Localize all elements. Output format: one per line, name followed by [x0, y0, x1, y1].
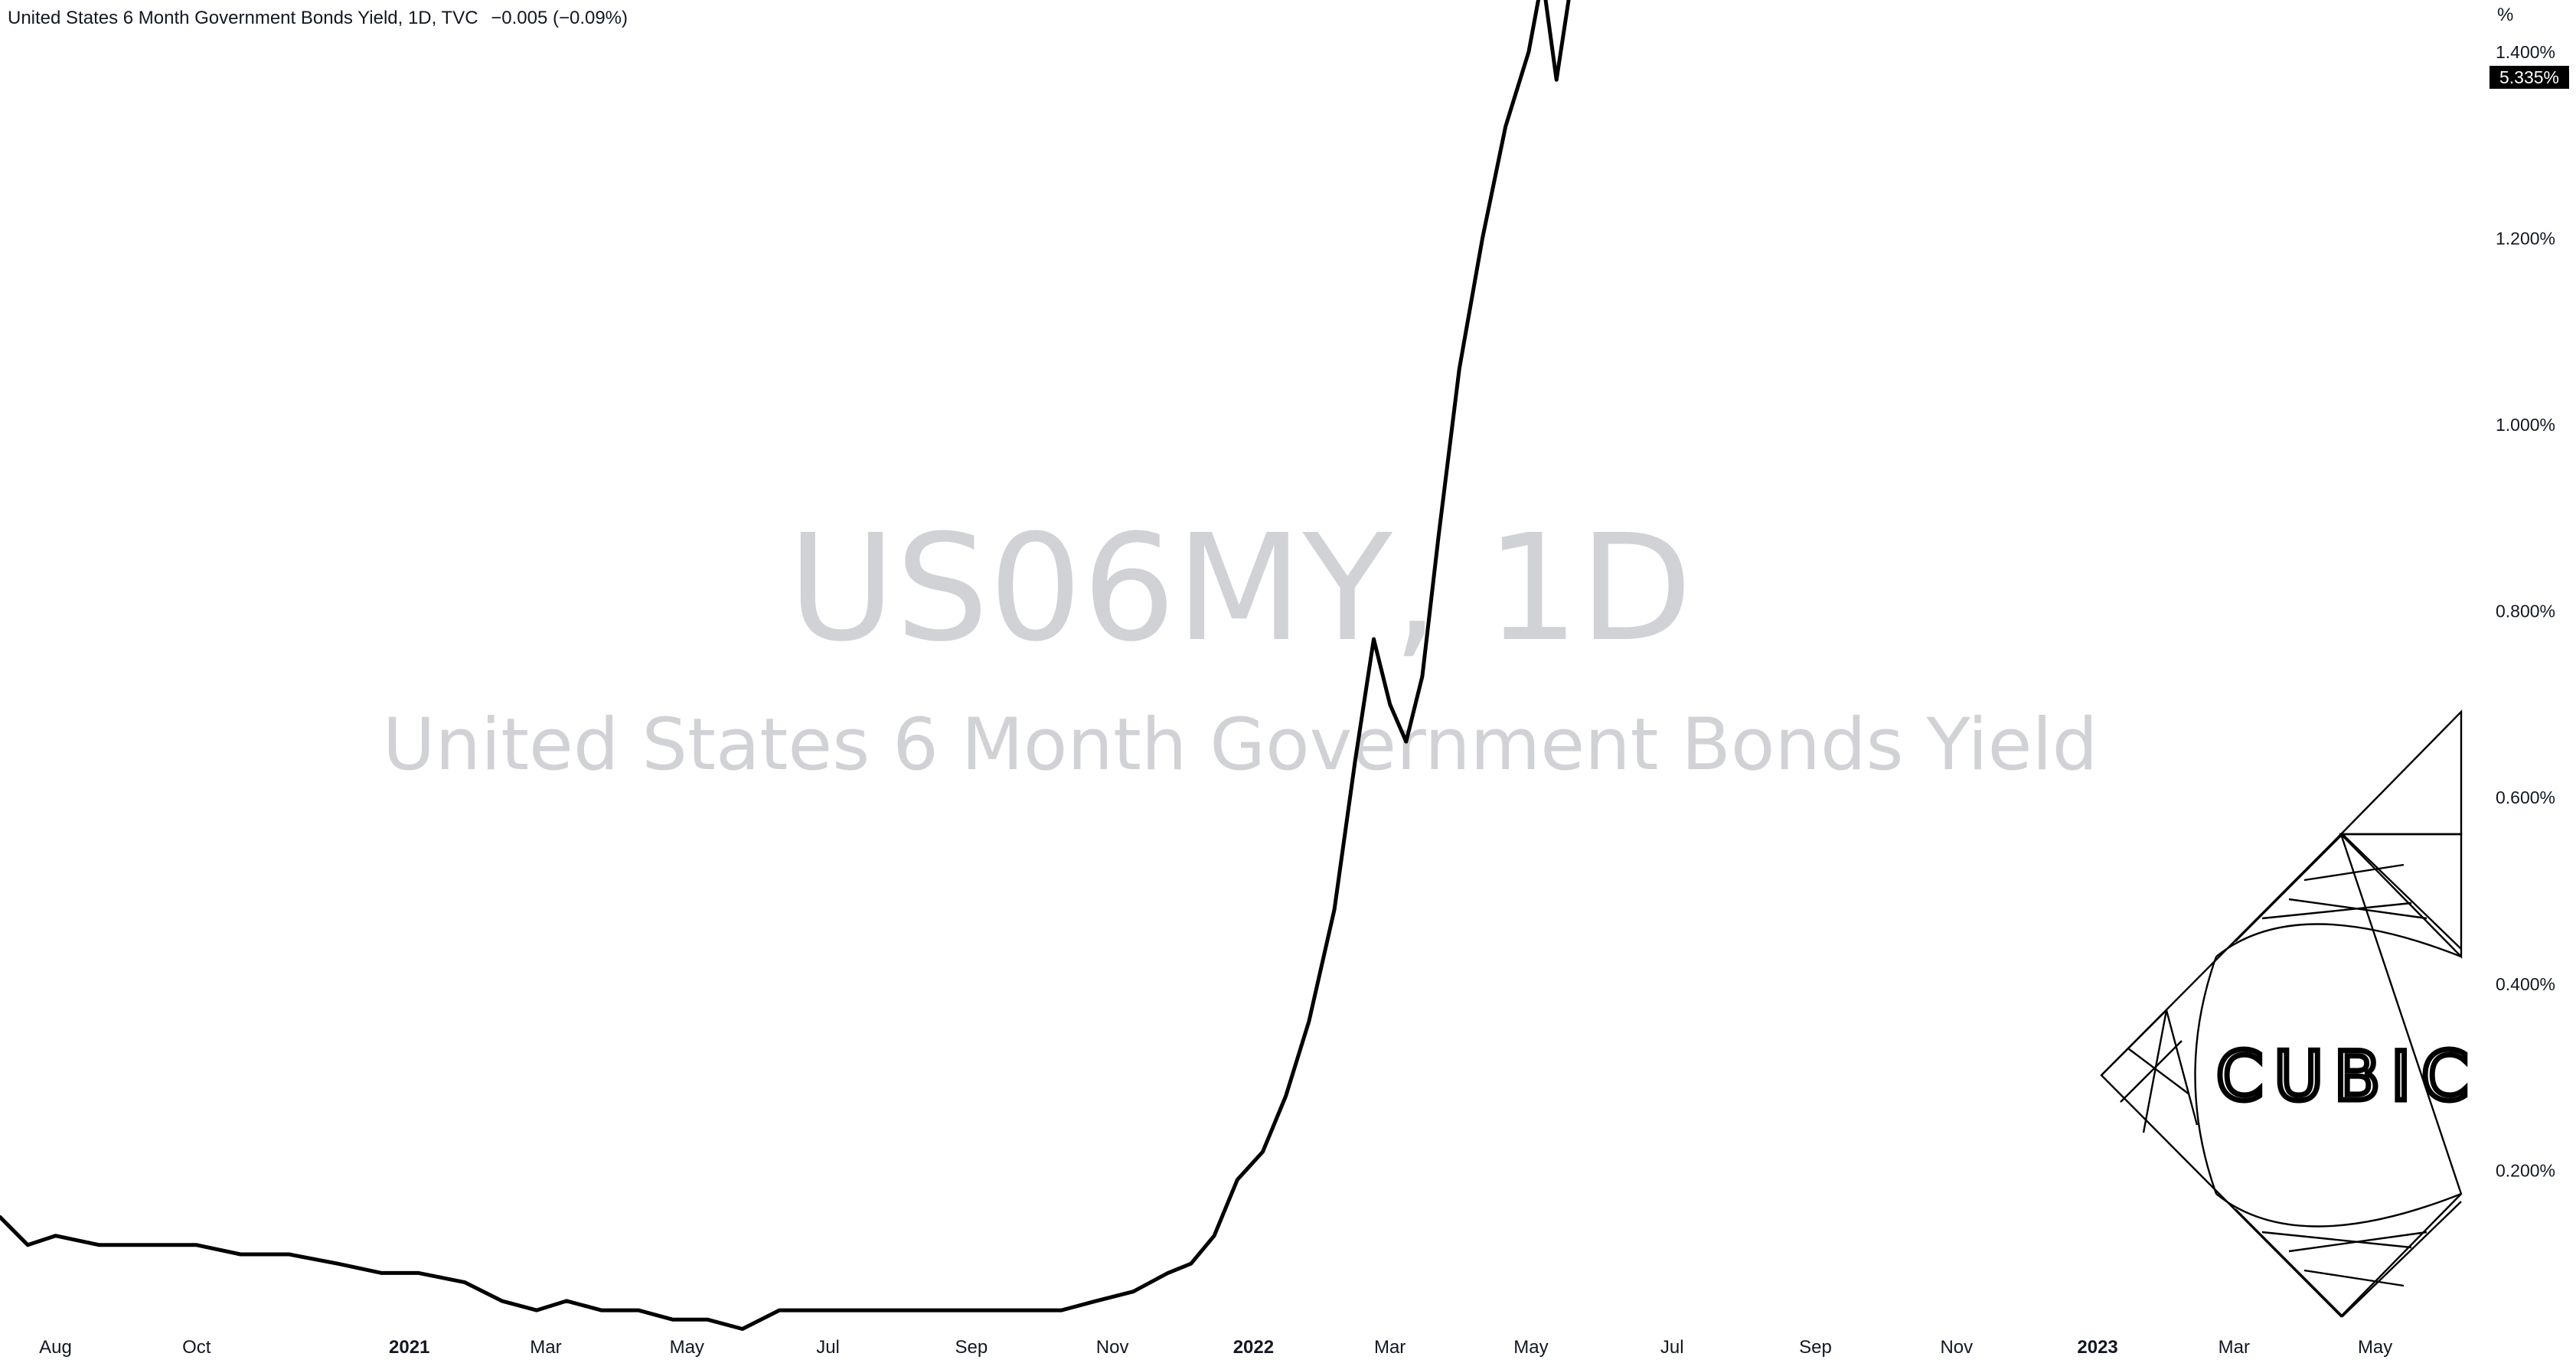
logo-arc-bottom — [2215, 1192, 2462, 1228]
price-label-bg — [2489, 66, 2569, 89]
cubic-logo: CUBIC — [2100, 709, 2480, 1318]
x-tick-label: May — [2358, 1337, 2392, 1358]
x-tick-label: Mar — [1374, 1337, 1406, 1358]
logo-triangle-left — [2339, 709, 2463, 836]
logo-arc-left — [2194, 956, 2218, 1195]
price-label-text: 5.335% — [2499, 67, 2559, 87]
x-tick-label: Aug — [39, 1337, 72, 1358]
x-tick-label: Mar — [530, 1337, 561, 1358]
x-tick-label: Sep — [955, 1337, 988, 1358]
x-tick-label: Oct — [182, 1337, 211, 1358]
y-axis: 0.200% 0.400% 0.600% 0.800% 1.000% 1.200% 1.40… — [2496, 42, 2555, 1181]
x-tick-label: May — [670, 1337, 704, 1358]
x-tick-label: Nov — [1096, 1337, 1129, 1358]
watermark: US06MY, 1D United States 6 Month Governm… — [383, 504, 2098, 787]
y-tick-label: 1.200% — [2496, 228, 2555, 248]
y-tick-label: 0.200% — [2496, 1160, 2555, 1180]
logo-diamond-outline — [2100, 832, 2463, 1318]
x-tick-label: 2023 — [2077, 1337, 2117, 1358]
watermark-symbol: US06MY, 1D — [788, 504, 1693, 674]
y-tick-label: 1.400% — [2496, 42, 2555, 62]
x-axis: Aug Oct 2021 Mar May Jul Sep Nov 2022 Mar May Jul Se… — [39, 1337, 2392, 1358]
x-tick-label: Mar — [2218, 1337, 2250, 1358]
y-tick-label: 0.600% — [2496, 787, 2555, 807]
watermark-description: United States 6 Month Government Bonds Y… — [383, 703, 2098, 787]
logo-text: CUBIC — [2216, 1037, 2480, 1116]
logo-arc-top — [2215, 923, 2462, 958]
y-tick-label: 0.800% — [2496, 602, 2555, 621]
price-change: −0.005 (−0.09%) — [491, 8, 628, 28]
logo-web-top — [2235, 833, 2462, 950]
chart-header: United States 6 Month Government Bonds Y… — [8, 8, 628, 29]
x-tick-label: Jul — [1660, 1337, 1684, 1358]
price-label-badge: 5.335% — [2489, 66, 2569, 89]
x-tick-label: May — [1513, 1337, 1548, 1358]
y-tick-label: 0.400% — [2496, 974, 2555, 994]
chart-title: United States 6 Month Government Bonds Y… — [8, 8, 478, 28]
x-tick-label: 2021 — [389, 1337, 429, 1358]
logo-triangle-left-lower — [2339, 833, 2463, 959]
y-tick-label: 1.000% — [2496, 415, 2555, 435]
logo-web-left — [2101, 1008, 2199, 1133]
x-tick-label: Nov — [1940, 1337, 1973, 1358]
x-tick-label: 2022 — [1233, 1337, 1274, 1358]
x-tick-label: Jul — [816, 1337, 840, 1358]
logo-web-bottom — [2235, 1201, 2462, 1318]
yield-line[interactable] — [0, 0, 2417, 1331]
axis-unit-label: % — [2497, 5, 2514, 25]
x-tick-label: Sep — [1799, 1337, 1832, 1358]
